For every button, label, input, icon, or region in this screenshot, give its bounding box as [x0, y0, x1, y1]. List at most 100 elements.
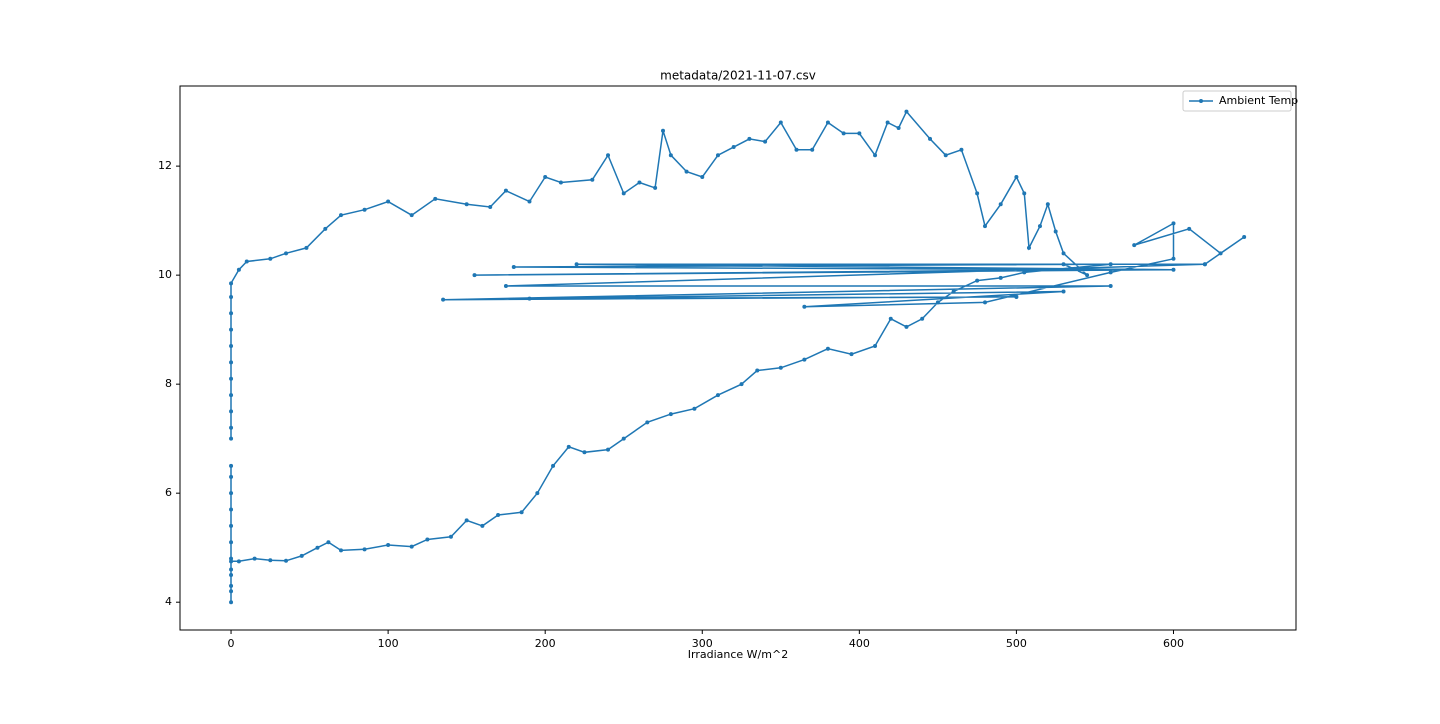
point [464, 518, 469, 523]
point [928, 136, 933, 141]
point [574, 262, 579, 267]
point [229, 589, 234, 594]
point [527, 199, 532, 204]
point [982, 300, 987, 305]
point [229, 393, 234, 398]
legend-box [1182, 90, 1292, 112]
x-tick-label: 0 [228, 637, 235, 650]
point [692, 406, 697, 411]
x-tick-label: 500 [1006, 637, 1027, 650]
point [229, 425, 234, 430]
point [229, 572, 234, 577]
point [715, 393, 720, 398]
point [904, 109, 909, 114]
point [668, 153, 673, 158]
point [566, 444, 571, 449]
point [229, 436, 234, 441]
point [1014, 294, 1019, 299]
point [386, 199, 391, 204]
point [755, 368, 760, 373]
point [229, 540, 234, 545]
point [920, 316, 925, 321]
point [975, 278, 980, 283]
point [362, 547, 367, 552]
point [1218, 251, 1223, 256]
point [284, 251, 289, 256]
point [1077, 267, 1082, 272]
point [1171, 267, 1176, 272]
point [527, 296, 532, 301]
point [480, 523, 485, 528]
point [982, 224, 987, 229]
point [362, 207, 367, 212]
point [794, 147, 799, 152]
point [763, 139, 768, 144]
point [810, 147, 815, 152]
point [229, 281, 234, 286]
point [519, 510, 524, 515]
x-axis-label: Irradiance W/m^2 [688, 648, 788, 661]
point [409, 213, 414, 218]
point [229, 600, 234, 605]
point [268, 558, 273, 563]
point [802, 304, 807, 309]
point [684, 169, 689, 174]
point [551, 463, 556, 468]
point [660, 128, 665, 133]
y-tick-label: 10 [158, 268, 172, 281]
point [535, 491, 540, 496]
point [315, 545, 320, 550]
point [935, 300, 940, 305]
point [441, 297, 446, 302]
point [873, 344, 878, 349]
point [1202, 262, 1207, 267]
point [488, 205, 493, 210]
point [1108, 270, 1113, 275]
point [1187, 226, 1192, 231]
point [739, 382, 744, 387]
point [229, 491, 234, 496]
point [653, 185, 658, 190]
point [998, 275, 1003, 280]
point [1108, 284, 1113, 289]
point [1242, 234, 1247, 239]
y-tick-label: 12 [158, 159, 172, 172]
x-tick-label: 300 [692, 637, 713, 650]
point [229, 474, 234, 479]
point [668, 412, 673, 417]
point [778, 365, 783, 370]
point [229, 559, 234, 564]
point [236, 267, 241, 272]
point [229, 409, 234, 414]
point [229, 583, 234, 588]
point [503, 284, 508, 289]
point [943, 153, 948, 158]
legend-marker [1199, 99, 1203, 103]
point [606, 153, 611, 158]
point [464, 202, 469, 207]
point [802, 357, 807, 362]
point [1037, 224, 1042, 229]
point [582, 450, 587, 455]
point [425, 537, 430, 542]
point [229, 294, 234, 299]
point [244, 259, 249, 264]
point [511, 264, 516, 269]
point [700, 175, 705, 180]
legend-label: Ambient Temp [1219, 94, 1298, 107]
point [229, 376, 234, 381]
point [606, 447, 611, 452]
point [637, 180, 642, 185]
point [229, 327, 234, 332]
point [778, 120, 783, 125]
point [857, 131, 862, 136]
point [229, 311, 234, 316]
y-tick-label: 8 [165, 377, 172, 390]
point [747, 136, 752, 141]
point [1171, 221, 1176, 226]
point [715, 153, 720, 158]
point [731, 145, 736, 150]
point [229, 523, 234, 528]
point [338, 548, 343, 553]
x-tick-label: 100 [378, 637, 399, 650]
